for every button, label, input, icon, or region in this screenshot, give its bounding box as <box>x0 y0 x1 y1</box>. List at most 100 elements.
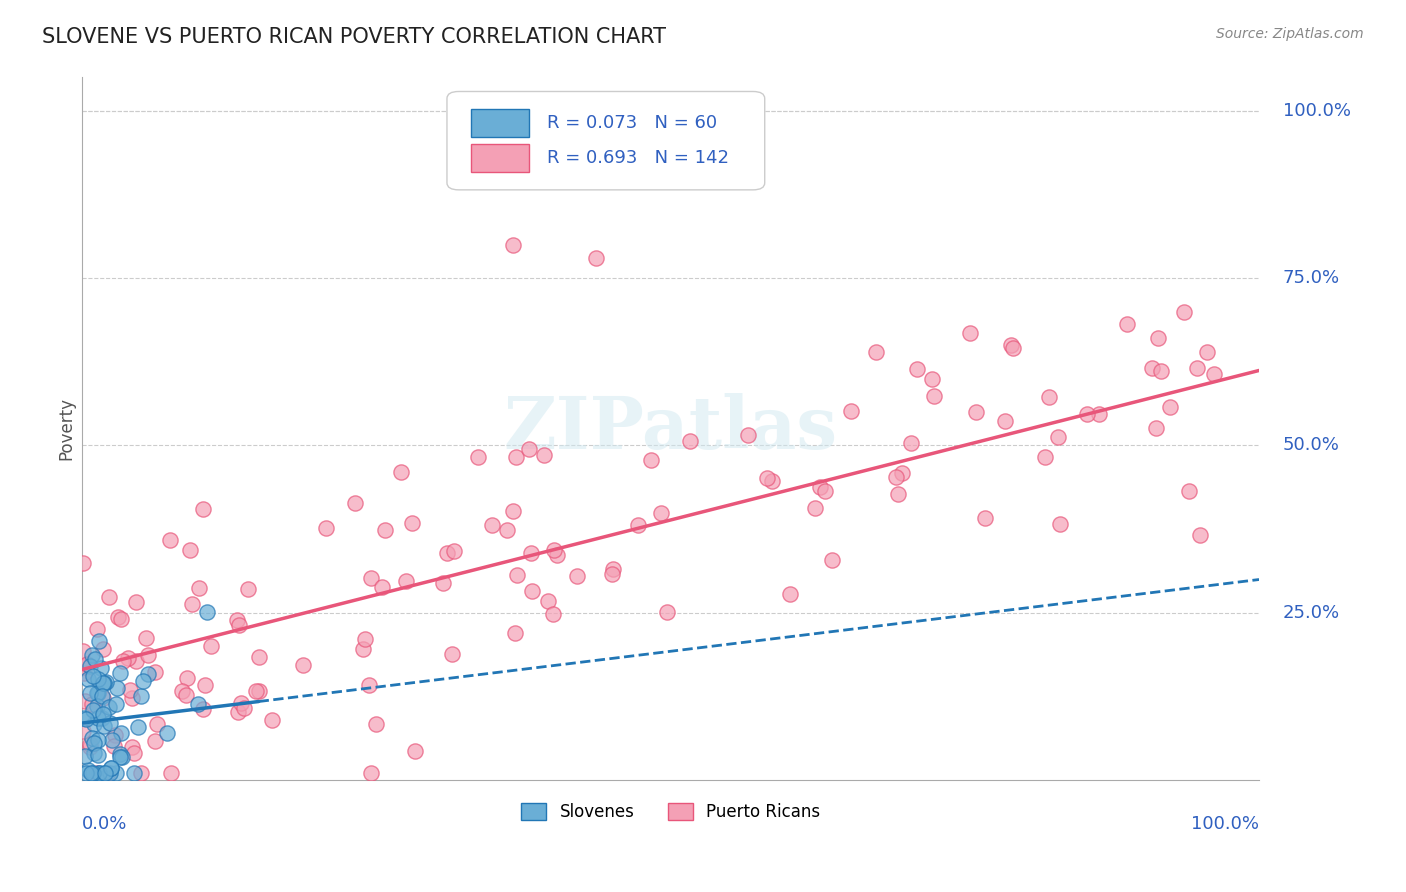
Slovenes <box>94 674 117 689</box>
Slovenes <box>132 673 155 688</box>
Slovenes <box>195 605 218 619</box>
Puerto Ricans <box>804 501 827 516</box>
Puerto Ricans <box>520 547 543 561</box>
Slovenes <box>73 711 96 725</box>
Puerto Ricans <box>543 607 565 622</box>
Slovenes <box>100 733 122 747</box>
Slovenes <box>100 761 122 775</box>
Puerto Ricans <box>124 654 146 668</box>
Puerto Ricans <box>965 405 987 419</box>
Puerto Ricans <box>97 590 120 604</box>
Puerto Ricans <box>565 569 588 583</box>
Slovenes <box>79 686 101 700</box>
Puerto Ricans <box>110 612 132 626</box>
Puerto Ricans <box>1173 305 1195 319</box>
Puerto Ricans <box>959 326 981 340</box>
Puerto Ricans <box>1202 368 1225 382</box>
Puerto Ricans <box>247 684 270 698</box>
Puerto Ricans <box>1147 331 1170 345</box>
Puerto Ricans <box>1144 421 1167 435</box>
Text: 50.0%: 50.0% <box>1282 436 1340 455</box>
Puerto Ricans <box>179 543 201 558</box>
Puerto Ricans <box>72 660 94 674</box>
Puerto Ricans <box>443 544 465 558</box>
Puerto Ricans <box>143 665 166 680</box>
Puerto Ricans <box>395 574 418 588</box>
Puerto Ricans <box>657 605 679 619</box>
Slovenes <box>87 672 110 686</box>
Puerto Ricans <box>124 595 146 609</box>
Puerto Ricans <box>921 372 943 386</box>
Puerto Ricans <box>401 516 423 531</box>
Slovenes <box>90 690 112 704</box>
Puerto Ricans <box>97 766 120 780</box>
Bar <box>471 109 529 137</box>
Puerto Ricans <box>495 524 517 538</box>
FancyBboxPatch shape <box>447 92 765 190</box>
Puerto Ricans <box>1000 338 1022 352</box>
Puerto Ricans <box>129 766 152 780</box>
Puerto Ricans <box>176 688 198 702</box>
Legend: Slovenes, Puerto Ricans: Slovenes, Puerto Ricans <box>515 797 827 828</box>
Slovenes <box>84 651 107 665</box>
Puerto Ricans <box>73 666 96 681</box>
Puerto Ricans <box>404 744 426 758</box>
Puerto Ricans <box>181 597 204 611</box>
Text: R = 0.073   N = 60: R = 0.073 N = 60 <box>547 114 717 132</box>
Puerto Ricans <box>104 728 127 742</box>
Puerto Ricans <box>671 157 693 171</box>
Puerto Ricans <box>360 766 382 780</box>
Puerto Ricans <box>233 700 256 714</box>
Text: 75.0%: 75.0% <box>1282 269 1340 287</box>
Puerto Ricans <box>755 471 778 485</box>
Puerto Ricans <box>679 434 702 448</box>
Puerto Ricans <box>1088 407 1111 421</box>
Slovenes <box>98 700 121 714</box>
Puerto Ricans <box>188 581 211 595</box>
Puerto Ricans <box>600 566 623 581</box>
Slovenes <box>98 766 121 780</box>
Puerto Ricans <box>761 474 783 488</box>
Slovenes <box>87 747 110 762</box>
Puerto Ricans <box>225 613 247 627</box>
Slovenes <box>87 766 110 780</box>
Puerto Ricans <box>502 503 524 517</box>
Puerto Ricans <box>228 618 250 632</box>
Slovenes <box>75 712 97 726</box>
Puerto Ricans <box>1049 517 1071 532</box>
Slovenes <box>87 733 110 747</box>
Puerto Ricans <box>627 518 650 533</box>
Slovenes <box>110 725 132 739</box>
Puerto Ricans <box>122 746 145 760</box>
Puerto Ricans <box>86 766 108 780</box>
Puerto Ricans <box>737 428 759 442</box>
Text: SLOVENE VS PUERTO RICAN POVERTY CORRELATION CHART: SLOVENE VS PUERTO RICAN POVERTY CORRELAT… <box>42 27 666 46</box>
Text: ZIPatlas: ZIPatlas <box>503 393 838 464</box>
Puerto Ricans <box>159 766 181 780</box>
Slovenes <box>82 669 104 683</box>
Puerto Ricans <box>820 553 842 567</box>
Slovenes <box>87 686 110 700</box>
Puerto Ricans <box>103 739 125 753</box>
Puerto Ricans <box>170 684 193 698</box>
Puerto Ricans <box>1035 450 1057 464</box>
Puerto Ricans <box>374 524 396 538</box>
Slovenes <box>82 703 104 717</box>
Slovenes <box>83 746 105 760</box>
Puerto Ricans <box>117 651 139 665</box>
Slovenes <box>156 726 179 740</box>
Slovenes <box>82 766 104 780</box>
Slovenes <box>104 697 127 711</box>
Puerto Ricans <box>193 678 215 692</box>
Puerto Ricans <box>502 237 524 252</box>
Puerto Ricans <box>80 697 103 711</box>
Puerto Ricans <box>839 404 862 418</box>
Slovenes <box>100 761 122 775</box>
Puerto Ricans <box>143 734 166 748</box>
Slovenes <box>93 719 115 733</box>
Puerto Ricans <box>436 546 458 560</box>
Puerto Ricans <box>537 594 560 608</box>
Puerto Ricans <box>121 740 143 755</box>
Puerto Ricans <box>176 671 198 685</box>
Puerto Ricans <box>200 640 222 654</box>
